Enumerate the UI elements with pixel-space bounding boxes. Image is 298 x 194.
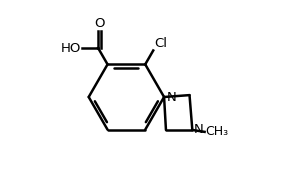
Text: CH₃: CH₃ (206, 125, 229, 138)
Text: O: O (94, 16, 105, 29)
Text: HO: HO (61, 42, 81, 55)
Text: N: N (166, 91, 176, 104)
Text: N: N (194, 123, 204, 136)
Text: Cl: Cl (154, 36, 167, 49)
